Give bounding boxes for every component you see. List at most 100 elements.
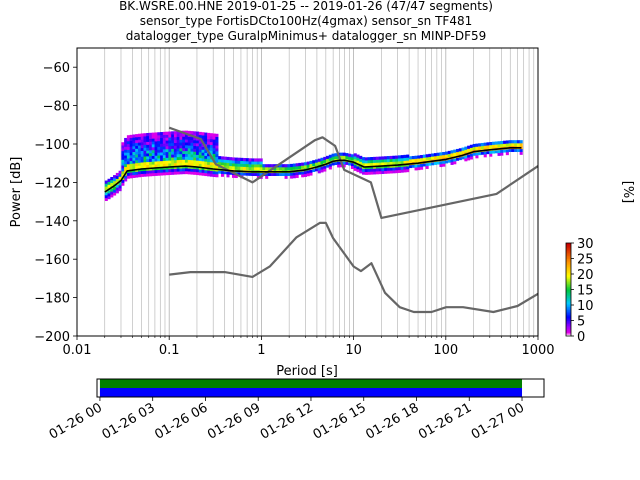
histogram-cell bbox=[149, 147, 153, 151]
histogram-cell bbox=[193, 151, 197, 155]
histogram-cell bbox=[483, 145, 487, 149]
histogram-cell bbox=[196, 160, 200, 164]
histogram-cell bbox=[160, 157, 164, 162]
histogram-cell bbox=[190, 139, 194, 143]
histogram-cell bbox=[226, 174, 230, 178]
histogram-cell bbox=[135, 148, 139, 152]
histogram-cell bbox=[171, 157, 175, 161]
histogram-cell bbox=[146, 138, 150, 142]
histogram-cell bbox=[489, 150, 493, 154]
available-data-bar bbox=[99, 388, 523, 397]
histogram-cell bbox=[151, 158, 155, 162]
histogram-cell bbox=[328, 157, 332, 161]
histogram-cell bbox=[240, 160, 244, 164]
histogram-cell bbox=[259, 158, 263, 162]
colorbar-step bbox=[566, 286, 571, 289]
histogram-cell bbox=[157, 149, 161, 153]
histogram-cell bbox=[270, 172, 274, 176]
histogram-cell bbox=[196, 169, 200, 173]
histogram-cell bbox=[143, 144, 147, 148]
histogram-cell bbox=[160, 143, 164, 147]
histogram-cell bbox=[184, 130, 189, 134]
histogram-cell bbox=[212, 133, 216, 137]
histogram-cell bbox=[215, 159, 219, 163]
histogram-cell bbox=[190, 136, 194, 141]
histogram-cell bbox=[290, 166, 294, 170]
histogram-cell bbox=[165, 140, 169, 144]
histogram-cell bbox=[154, 152, 158, 156]
histogram-cell bbox=[409, 159, 413, 163]
colorbar-step bbox=[566, 280, 571, 283]
histogram-cell bbox=[184, 145, 189, 149]
histogram-cell bbox=[218, 156, 222, 160]
histogram-cell bbox=[129, 134, 133, 139]
noise-model-curve bbox=[169, 221, 539, 314]
histogram-cell bbox=[146, 144, 150, 148]
histogram-cell bbox=[196, 148, 200, 153]
histogram-cell bbox=[212, 153, 216, 157]
histogram-cell bbox=[209, 173, 213, 177]
time-tick-label: 01-26 06 bbox=[152, 400, 210, 442]
histogram-cell bbox=[121, 150, 125, 155]
histogram-cell bbox=[176, 136, 180, 140]
x-tick-label: 100 bbox=[433, 343, 458, 358]
histogram-cell bbox=[306, 173, 310, 177]
histogram-cell bbox=[245, 163, 249, 168]
histogram-cell bbox=[417, 164, 421, 168]
histogram-cell bbox=[110, 182, 114, 186]
histogram-cell bbox=[171, 137, 175, 141]
colorbar-step bbox=[566, 243, 571, 246]
histogram-cell bbox=[215, 133, 219, 137]
histogram-cell bbox=[497, 149, 501, 154]
histogram-cell bbox=[135, 174, 139, 178]
y-tick-label: −160 bbox=[34, 253, 70, 268]
histogram-cell bbox=[331, 156, 335, 160]
histogram-cell bbox=[339, 152, 343, 156]
histogram-cell bbox=[422, 157, 426, 161]
histogram-cell bbox=[124, 137, 128, 142]
histogram-cell bbox=[284, 167, 288, 171]
histogram-cell bbox=[317, 170, 321, 174]
histogram-cell bbox=[190, 162, 194, 166]
histogram-cell bbox=[104, 197, 108, 202]
histogram-cell bbox=[173, 145, 177, 149]
histogram-cell bbox=[124, 149, 128, 153]
histogram-cell bbox=[323, 156, 327, 161]
histogram-cell bbox=[262, 164, 266, 168]
histogram-cell bbox=[361, 157, 366, 161]
histogram-cell bbox=[497, 144, 501, 148]
ppsd-curves bbox=[104, 126, 539, 314]
histogram-cell bbox=[190, 154, 194, 158]
colorbar-step bbox=[566, 301, 571, 304]
histogram-cell bbox=[331, 162, 335, 166]
histogram-cell bbox=[126, 135, 130, 139]
histogram-cell bbox=[384, 159, 388, 163]
histogram-cell bbox=[303, 162, 307, 166]
histogram-cell bbox=[124, 175, 128, 179]
histogram-cell bbox=[124, 163, 128, 168]
histogram-cell bbox=[140, 170, 144, 175]
histogram-cell bbox=[420, 155, 424, 159]
histogram-cell bbox=[251, 164, 255, 168]
histogram-cell bbox=[137, 159, 142, 163]
colorbar-step bbox=[566, 312, 571, 315]
histogram-cell bbox=[198, 146, 202, 150]
histogram-cell bbox=[121, 168, 125, 172]
histogram-cell bbox=[137, 145, 142, 149]
histogram-cell bbox=[243, 172, 247, 176]
histogram-cell bbox=[301, 165, 305, 169]
histogram-cell bbox=[375, 171, 379, 175]
histogram-cell bbox=[149, 150, 153, 154]
histogram-cell bbox=[201, 146, 205, 150]
histogram-cell bbox=[392, 155, 396, 159]
histogram-cell bbox=[395, 169, 399, 174]
histogram-cell bbox=[309, 169, 313, 173]
histogram-cell bbox=[245, 172, 249, 176]
histogram-cell bbox=[480, 145, 484, 150]
histogram-cell bbox=[201, 149, 205, 153]
histogram-cell bbox=[209, 138, 213, 143]
histogram-cell bbox=[190, 168, 194, 172]
histogram-cell bbox=[168, 157, 172, 161]
histogram-cell bbox=[279, 164, 283, 168]
histogram-cell bbox=[179, 142, 183, 146]
